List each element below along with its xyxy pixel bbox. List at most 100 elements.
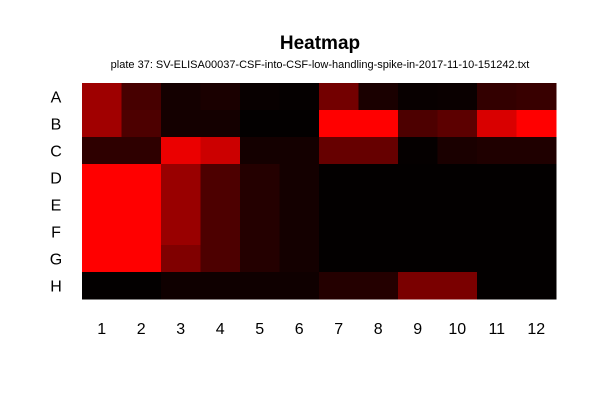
column-label-12: 12 [527,321,545,338]
heatmap-cell-D3 [161,164,201,192]
heatmap-cell-B4 [200,110,241,138]
heatmap-cell-G4 [200,245,241,273]
column-label-2: 2 [137,321,146,338]
column-label-10: 10 [448,321,466,338]
heatmap-cell-D10 [437,164,478,192]
heatmap-cell-H9 [398,272,438,300]
heatmap-cell-A2 [121,83,162,111]
heatmap-cell-G8 [358,245,399,273]
heatmap-cells [82,83,557,300]
heatmap-cell-E2 [121,191,162,219]
heatmap-cell-F10 [437,218,478,246]
heatmap-cell-A1 [82,83,122,111]
heatmap-cell-G2 [121,245,162,273]
heatmap-cell-G11 [477,245,517,273]
heatmap-cell-E8 [358,191,399,219]
heatmap-cell-B11 [477,110,517,138]
chart-subtitle: plate 37: SV-ELISA00037-CSF-into-CSF-low… [111,59,530,71]
heatmap-cell-G7 [319,245,359,273]
row-label-H: H [50,279,62,296]
heatmap-cell-A5 [240,83,280,111]
row-label-B: B [51,117,62,134]
heatmap-cell-F7 [319,218,359,246]
row-label-G: G [50,252,62,269]
heatmap-cell-F6 [279,218,320,246]
heatmap-cell-C4 [200,137,241,165]
heatmap-cell-B2 [121,110,162,138]
column-labels: 1 2 3 4 5 6 7 8 9 10 11 12 [97,321,545,338]
heatmap-cell-B12 [516,110,557,138]
heatmap-cell-D6 [279,164,320,192]
heatmap-cell-C5 [240,137,280,165]
column-label-6: 6 [295,321,304,338]
heatmap-cell-D2 [121,164,162,192]
heatmap-cell-B8 [358,110,399,138]
heatmap-cell-H12 [516,272,557,300]
heatmap-cell-G3 [161,245,201,273]
heatmap-cell-A4 [200,83,241,111]
heatmap-cell-F8 [358,218,399,246]
heatmap-cell-F3 [161,218,201,246]
heatmap-cell-D11 [477,164,517,192]
row-label-F: F [51,225,61,242]
heatmap-cell-C10 [437,137,478,165]
heatmap-cell-D7 [319,164,359,192]
heatmap-cell-F4 [200,218,241,246]
heatmap-cell-F11 [477,218,517,246]
heatmap-cell-F12 [516,218,557,246]
heatmap-cell-E1 [82,191,122,219]
column-label-5: 5 [255,321,264,338]
heatmap-cell-C2 [121,137,162,165]
heatmap-cell-E12 [516,191,557,219]
heatmap-cell-G12 [516,245,557,273]
row-label-C: C [50,144,62,161]
heatmap-cell-F5 [240,218,280,246]
row-label-E: E [51,198,62,215]
heatmap-cell-B1 [82,110,122,138]
heatmap-cell-E4 [200,191,241,219]
heatmap-cell-G9 [398,245,438,273]
heatmap-cell-H11 [477,272,517,300]
heatmap-cell-C12 [516,137,557,165]
row-label-D: D [50,171,62,188]
heatmap-cell-G10 [437,245,478,273]
heatmap-cell-H3 [161,272,201,300]
chart-title: Heatmap [280,33,360,54]
column-label-8: 8 [374,321,383,338]
heatmap-cell-D1 [82,164,122,192]
heatmap-cell-C1 [82,137,122,165]
heatmap-cell-F9 [398,218,438,246]
heatmap-cell-A9 [398,83,438,111]
heatmap-cell-E6 [279,191,320,219]
heatmap-cell-B9 [398,110,438,138]
heatmap-cell-A7 [319,83,359,111]
heatmap-cell-C6 [279,137,320,165]
heatmap-cell-D4 [200,164,241,192]
heatmap-cell-B5 [240,110,280,138]
heatmap-cell-D8 [358,164,399,192]
heatmap-cell-D9 [398,164,438,192]
heatmap-cell-E9 [398,191,438,219]
heatmap-cell-A12 [516,83,557,111]
heatmap-cell-B3 [161,110,201,138]
heatmap-cell-C11 [477,137,517,165]
heatmap-cell-G5 [240,245,280,273]
heatmap-cell-E11 [477,191,517,219]
heatmap-cell-E10 [437,191,478,219]
column-label-1: 1 [97,321,106,338]
heatmap-cell-G1 [82,245,122,273]
heatmap-cell-H4 [200,272,241,300]
heatmap-cell-D12 [516,164,557,192]
heatmap-cell-H7 [319,272,359,300]
heatmap-cell-H6 [279,272,320,300]
heatmap-cell-A11 [477,83,517,111]
column-label-7: 7 [334,321,343,338]
heatmap-cell-E5 [240,191,280,219]
heatmap-cell-C7 [319,137,359,165]
column-label-4: 4 [216,321,225,338]
heatmap-cell-H8 [358,272,399,300]
heatmap-cell-H10 [437,272,478,300]
heatmap-cell-A8 [358,83,399,111]
